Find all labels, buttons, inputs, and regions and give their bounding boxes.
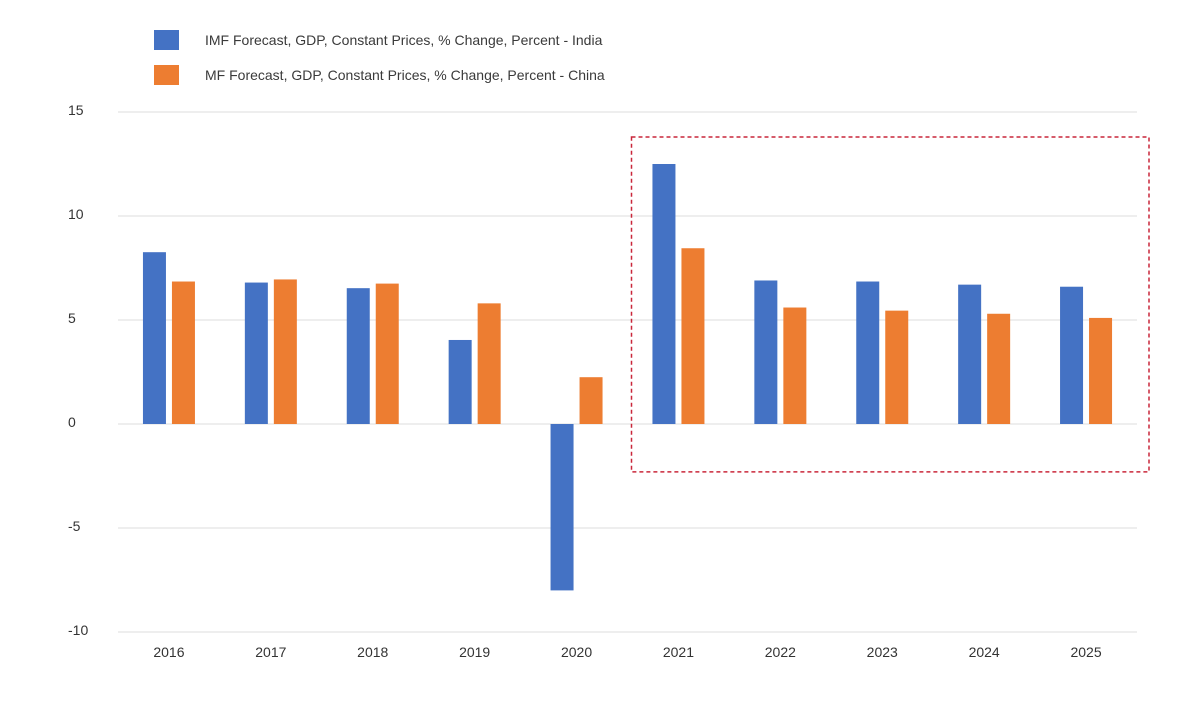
bar-china-2019 (477, 303, 501, 424)
legend-item-china: MF Forecast, GDP, Constant Prices, % Cha… (154, 63, 605, 87)
bar-china-2018 (375, 283, 399, 424)
bar-china-2023 (885, 310, 909, 424)
legend-label-india: IMF Forecast, GDP, Constant Prices, % Ch… (205, 32, 603, 48)
x-axis: 2016 2017 2018 2019 2020 2021 2022 2023 2024 2025 (153, 644, 1101, 660)
legend-label-china: MF Forecast, GDP, Constant Prices, % Cha… (205, 67, 605, 83)
y-tick-label: -5 (68, 518, 81, 534)
bars-layer (142, 164, 1113, 591)
bar-china-2025 (1089, 317, 1113, 424)
bar-china-2016 (171, 281, 195, 424)
x-tick-label: 2016 (153, 644, 184, 660)
bar-india-2018 (346, 288, 370, 424)
bar-india-2016 (142, 252, 166, 424)
x-tick-label: 2022 (765, 644, 796, 660)
bar-india-2022 (754, 280, 778, 424)
bar-india-2021 (652, 164, 676, 424)
bar-china-2021 (681, 248, 705, 424)
x-tick-label: 2024 (969, 644, 1000, 660)
y-axis: 15 10 5 0 -5 -10 (68, 102, 88, 638)
y-tick-label: 0 (68, 414, 76, 430)
bar-india-2019 (448, 339, 472, 424)
bar-china-2022 (783, 307, 807, 424)
x-tick-label: 2018 (357, 644, 388, 660)
legend-swatch-india (154, 30, 179, 50)
x-tick-label: 2021 (663, 644, 694, 660)
x-tick-label: 2019 (459, 644, 490, 660)
x-tick-label: 2020 (561, 644, 592, 660)
x-tick-label: 2025 (1070, 644, 1101, 660)
grid-layer (118, 111, 1137, 633)
x-tick-label: 2017 (255, 644, 286, 660)
y-tick-label: 10 (68, 206, 84, 222)
bar-india-2023 (856, 281, 880, 424)
y-tick-label: 15 (68, 102, 84, 118)
bar-india-2017 (244, 282, 268, 424)
bar-china-2024 (987, 313, 1011, 424)
legend-swatch-china (154, 65, 179, 85)
bar-india-2025 (1060, 286, 1084, 424)
bar-china-2020 (579, 377, 603, 424)
legend-item-india: IMF Forecast, GDP, Constant Prices, % Ch… (154, 28, 605, 52)
x-tick-label: 2023 (867, 644, 898, 660)
bar-india-2020 (550, 424, 574, 591)
legend: IMF Forecast, GDP, Constant Prices, % Ch… (154, 28, 605, 98)
bar-india-2024 (958, 284, 982, 424)
y-tick-label: -10 (68, 622, 88, 638)
bar-china-2017 (273, 279, 297, 424)
y-tick-label: 5 (68, 310, 76, 326)
